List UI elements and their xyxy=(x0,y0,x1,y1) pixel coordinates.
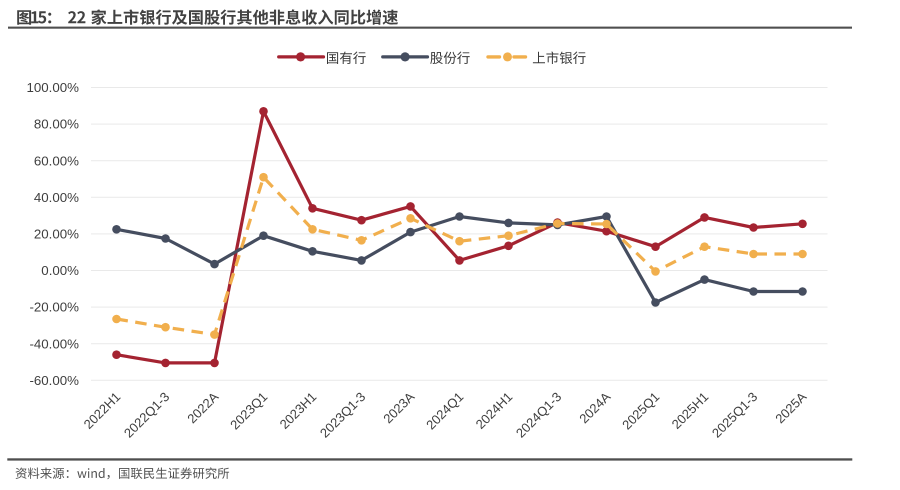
svg-text:-60.00%: -60.00% xyxy=(29,373,79,388)
svg-text:80.00%: 80.00% xyxy=(34,117,79,132)
svg-text:0.00%: 0.00% xyxy=(41,263,79,278)
svg-text:100.00%: 100.00% xyxy=(27,80,80,95)
svg-text:60.00%: 60.00% xyxy=(34,153,79,168)
svg-text:-40.00%: -40.00% xyxy=(29,336,79,351)
svg-text:40.00%: 40.00% xyxy=(34,190,79,205)
svg-text:20.00%: 20.00% xyxy=(34,227,79,242)
svg-text:-20.00%: -20.00% xyxy=(29,300,79,315)
